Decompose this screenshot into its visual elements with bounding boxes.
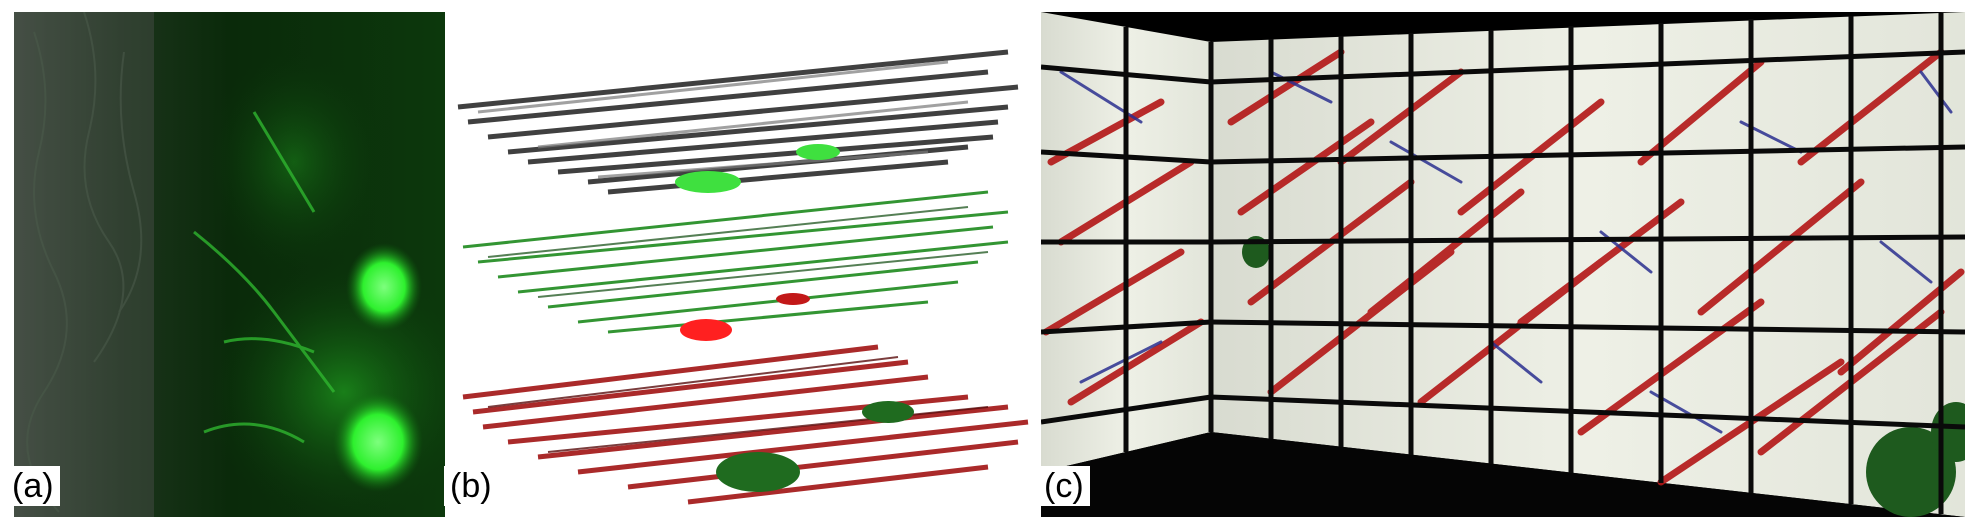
panel-c-display-wall: [1041, 12, 1965, 517]
stacked-layer-rendering: [457, 49, 1029, 505]
panel-b-label: (b): [444, 466, 498, 506]
fluorescence-micrograph: [14, 12, 445, 517]
green-layer: [462, 190, 1009, 334]
panel-a-label: (a): [6, 466, 60, 506]
panel-c-label: (c): [1038, 466, 1090, 506]
gray-layer: [457, 49, 1019, 195]
panel-a-fluorescence-image: [14, 12, 445, 517]
panel-b-3d-layers: [448, 12, 1048, 517]
cell-body: [346, 243, 422, 331]
cell-body: [333, 392, 423, 492]
display-wall-rendering: [1041, 12, 1965, 517]
display-tile-grid: [1041, 13, 1965, 514]
